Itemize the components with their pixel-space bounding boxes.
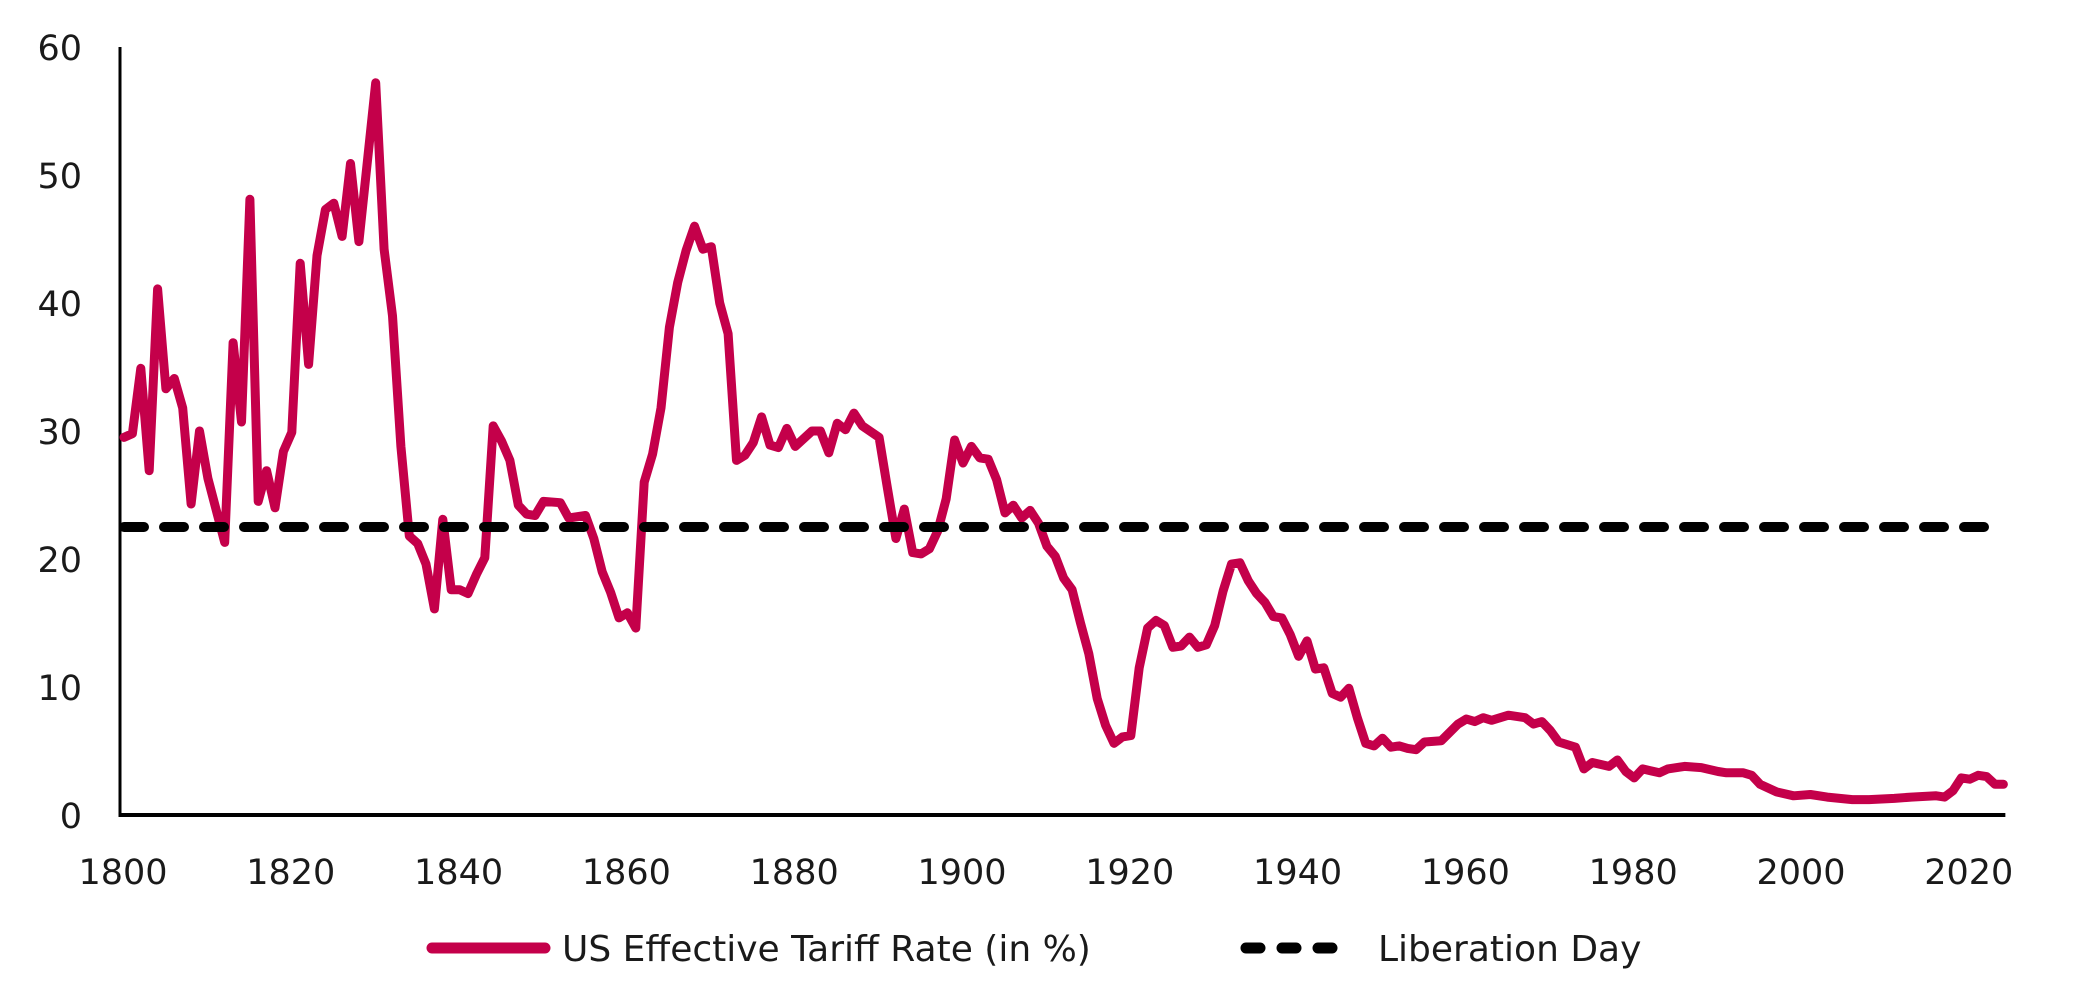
x-tick-label: 1860 [582,853,671,893]
y-tick-label: 0 [60,797,82,837]
series-layer [119,78,2009,805]
x-tick-label: 2000 [1756,853,1845,893]
y-tick-label: 20 [37,541,82,581]
tariff-rate-line [119,78,2008,805]
x-tick-label: 2020 [1924,853,2013,893]
legend-label-liberation-day: Liberation Day [1378,929,1641,970]
x-tick-label: 1960 [1421,853,1510,893]
y-axis-tick-labels: 0 10 20 30 40 50 60 [37,29,82,837]
y-tick-label: 30 [37,413,82,453]
y-tick-label: 60 [37,29,82,69]
x-tick-label: 1980 [1589,853,1678,893]
x-tick-label: 1900 [917,853,1006,893]
x-tick-label: 1940 [1253,853,1342,893]
x-tick-label: 1920 [1085,853,1174,893]
y-tick-label: 40 [37,285,82,325]
x-tick-label: 1800 [78,853,167,893]
x-tick-label: 1880 [750,853,839,893]
x-tick-label: 1820 [246,853,335,893]
x-tick-label: 1840 [414,853,503,893]
y-tick-label: 50 [37,157,82,197]
y-tick-label: 10 [37,669,82,709]
legend: US Effective Tariff Rate (in %) Liberati… [426,929,1641,970]
x-axis-tick-labels: 1800 1820 1840 1860 1880 1900 1920 1940 1960 1980… [78,853,2013,893]
legend-label-tariff-rate: US Effective Tariff Rate (in %) [562,929,1091,970]
